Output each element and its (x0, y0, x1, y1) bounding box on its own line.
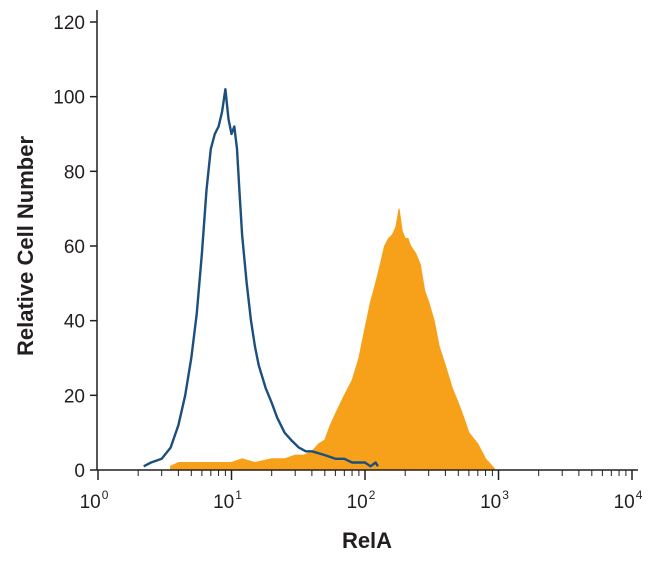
y-tick-label: 20 (64, 386, 85, 407)
x-tick-label: 102 (347, 488, 376, 513)
y-axis-title: Relative Cell Number (13, 136, 38, 357)
axis-ticks: 0 20 40 60 80 100 120 100 101 102 103 104 (53, 13, 642, 513)
histogram-filled-series (170, 208, 497, 471)
axes (96, 10, 638, 471)
x-axis-title: RelA (342, 528, 392, 553)
y-tick-label: 40 (64, 312, 85, 333)
x-tick-label: 104 (614, 488, 643, 513)
y-tick-label: 100 (53, 88, 85, 109)
x-tick-label: 101 (213, 488, 242, 513)
y-tick-label: 80 (64, 162, 85, 183)
histogram-series (143, 88, 497, 471)
y-tick-label: 120 (53, 13, 85, 34)
y-tick-label: 60 (64, 237, 85, 258)
x-tick-label: 103 (480, 488, 509, 513)
y-tick-label: 0 (74, 461, 85, 482)
x-tick-label: 100 (80, 488, 109, 513)
histogram-outline-series (143, 88, 379, 468)
